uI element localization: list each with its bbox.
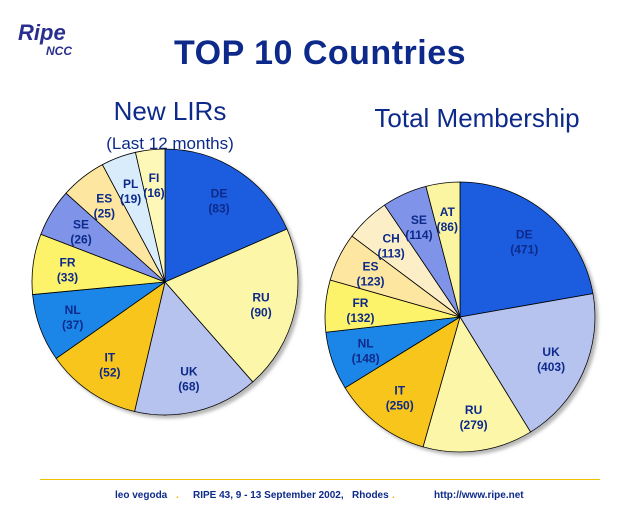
slice-label-fi: FI [149,171,160,185]
slice-value-at: (86) [437,220,458,234]
slice-value-pl: (19) [120,192,141,206]
footer-url[interactable]: http://www.ripe.net [434,490,524,501]
slice-value-es: (25) [94,207,115,221]
slice-label-ru: RU [465,403,482,417]
slice-label-ch: CH [382,232,399,246]
total-membership-pie [324,181,596,453]
pie-slice-at [425,181,461,318]
footer: leo vegoda . RIPE 43, 9 - 13 September 2… [0,490,640,506]
pie-slice-ru [422,316,532,453]
new-lirs-title: New LIRs [113,96,227,126]
slice-label-es: ES [362,260,378,274]
slice-label-pl: PL [123,177,138,191]
new-lirs-subtitle: (Last 12 months) [106,134,234,153]
slice-label-it: IT [105,351,116,365]
slice-value-es: (123) [356,275,384,289]
slice-value-uk: (403) [537,360,565,374]
slice-value-de: (83) [208,202,229,216]
slice-label-uk: UK [180,364,198,378]
slice-value-ru: (90) [250,306,271,320]
footer-event: RIPE 43, 9 - 13 September 2002, [193,490,344,501]
slice-value-fr: (132) [346,311,374,325]
slice-label-it: IT [394,384,405,398]
slice-label-fr: FR [352,296,368,310]
slice-label-at: AT [440,205,456,219]
slice-label-fr: FR [59,256,75,270]
slice-value-de: (471) [510,242,538,256]
footer-place: Rhodes [352,490,389,501]
slice-label-se: SE [73,218,89,232]
pie-slice-fi [134,148,166,283]
slice-value-ch: (113) [377,247,404,261]
slice-value-it: (250) [386,399,414,413]
pie-slice-ru [164,228,299,383]
slice-value-nl: (148) [352,352,380,366]
pie-slice-it [55,281,166,412]
slice-value-se: (114) [405,228,432,242]
pie-slice-uk [134,281,254,416]
pie-slice-uk [459,293,596,433]
page-title: TOP 10 Countries [173,34,467,72]
slice-value-fi: (16) [143,186,164,200]
footer-author: leo vegoda [115,490,168,501]
slice-value-ru: (279) [460,418,488,432]
slice-value-it: (52) [99,366,120,380]
slice-value-fr: (33) [57,271,78,285]
footer-separator: . [176,490,179,501]
slice-label-es: ES [96,192,112,206]
pie-slice-de [164,148,288,283]
slice-label-uk: UK [542,345,560,359]
total-membership-title: Total Membership [374,103,580,133]
new-lirs-pie [31,148,299,416]
pie-slice-it [344,316,461,448]
footer-divider [40,479,600,480]
ripe-ncc-logo: Ripe NCC [10,10,80,60]
slice-label-ru: RU [252,291,269,305]
slice-label-nl: NL [65,303,81,317]
slice-label-de: DE [211,187,228,201]
slice-label-nl: NL [358,337,374,351]
slice-value-se: (26) [70,233,91,247]
slice-value-uk: (68) [178,379,199,393]
logo-sub: NCC [46,44,72,58]
slice-label-se: SE [411,213,427,227]
pie-slice-de [459,181,594,318]
footer-separator: . [392,490,395,501]
slice-label-de: DE [516,227,533,241]
slice-value-nl: (37) [62,318,83,332]
logo-word: Ripe [18,20,66,45]
